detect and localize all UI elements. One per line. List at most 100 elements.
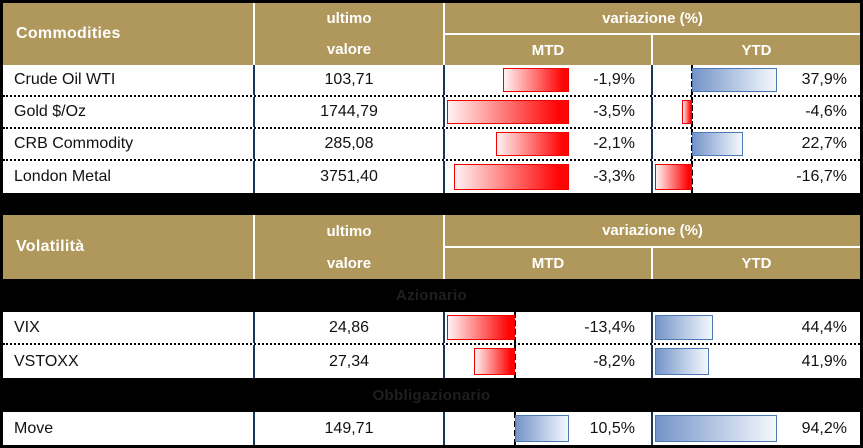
- header-divider: [253, 215, 255, 279]
- col-header-mtd: MTD: [531, 255, 565, 272]
- header-divider: [443, 3, 445, 65]
- table-row: London Metal 3751,40 -3,3% -16,7%: [3, 161, 860, 193]
- table-row: CRB Commodity 285,08 -2,1% 22,7%: [3, 129, 860, 161]
- last-value: 27,34: [328, 352, 370, 370]
- column-divider: [443, 412, 445, 445]
- col-header-valore: valore: [326, 254, 372, 272]
- mtd-bar: [502, 68, 569, 92]
- last-value: 1744,79: [320, 103, 378, 120]
- commodities-header: Commodities ultimo valore variazione (%)…: [3, 3, 860, 65]
- row-name: Crude Oil WTI: [14, 71, 116, 88]
- zero-axis: [514, 345, 517, 378]
- section-band-azionario: Azionario: [3, 279, 860, 312]
- last-value: 103,71: [324, 71, 374, 88]
- column-divider: [443, 312, 445, 343]
- col-header-variazione: variazione (%): [602, 9, 703, 27]
- mtd-cell: -1,9%: [445, 65, 651, 95]
- volatility-header: Volatilità ultimo valore variazione (%) …: [3, 215, 860, 279]
- zero-axis: [514, 312, 517, 343]
- ytd-cell: 37,9%: [653, 65, 860, 95]
- ytd-value: 37,9%: [801, 71, 847, 88]
- col-header-ytd: YTD: [741, 41, 772, 59]
- table-row: Gold $/Oz 1744,79 -3,5% -4,6%: [3, 97, 860, 129]
- ytd-value: 44,4%: [801, 318, 847, 336]
- ytd-value: 22,7%: [801, 135, 847, 152]
- col-header-ultimo: ultimo: [326, 10, 372, 27]
- last-value: 3751,40: [320, 168, 378, 185]
- col-header-mtd: MTD: [531, 41, 565, 59]
- column-divider: [253, 412, 255, 445]
- ytd-cell: -4,6%: [653, 97, 860, 127]
- table-separator: [0, 196, 863, 212]
- mtd-bar: [447, 100, 569, 124]
- mtd-cell: -8,2%: [445, 345, 651, 378]
- ytd-cell: 94,2%: [653, 412, 860, 445]
- col-header-ultimo-valore: ultimo valore: [255, 3, 443, 65]
- zero-axis: [691, 97, 694, 127]
- row-name: VSTOXX: [14, 352, 79, 370]
- column-divider: [253, 345, 255, 378]
- header-divider: [445, 33, 860, 35]
- column-divider: [651, 97, 653, 127]
- column-divider: [253, 65, 255, 95]
- header-divider: [651, 35, 653, 65]
- row-name: London Metal: [14, 168, 111, 185]
- mtd-value: -3,3%: [593, 168, 635, 185]
- column-divider: [443, 129, 445, 159]
- column-divider: [651, 345, 653, 378]
- col-header-valore: valore: [326, 41, 372, 58]
- mtd-value: -13,4%: [584, 318, 635, 336]
- mtd-value: -8,2%: [593, 352, 635, 370]
- mtd-cell: -3,5%: [445, 97, 651, 127]
- column-divider: [651, 129, 653, 159]
- volatility-body: Azionario VIX 24,86 -13,4% 44,4% VSTOXX 27,34 -…: [3, 279, 860, 445]
- column-divider: [651, 312, 653, 343]
- table-row: VIX 24,86 -13,4% 44,4%: [3, 312, 860, 345]
- header-divider: [445, 246, 860, 248]
- table-row: Crude Oil WTI 103,71 -1,9% 37,9%: [3, 65, 860, 97]
- last-value: 285,08: [324, 135, 374, 152]
- mtd-value: -2,1%: [593, 135, 635, 152]
- col-header-ytd: YTD: [741, 255, 772, 272]
- ytd-value: 41,9%: [801, 352, 847, 370]
- mtd-bar: [473, 348, 516, 375]
- ytd-bar: [692, 68, 777, 92]
- ytd-bar: [655, 415, 777, 442]
- col-header-variazione: variazione (%): [602, 222, 703, 239]
- table-title: Volatilità: [16, 238, 85, 255]
- ytd-cell: 44,4%: [653, 312, 860, 343]
- last-value: 24,86: [328, 318, 370, 336]
- row-name: CRB Commodity: [14, 135, 134, 152]
- mtd-bar: [447, 315, 516, 340]
- mtd-cell: -3,3%: [445, 161, 651, 193]
- column-divider: [651, 412, 653, 445]
- column-divider: [651, 65, 653, 95]
- mtd-bar: [515, 415, 569, 442]
- table-row: VSTOXX 27,34 -8,2% 41,9%: [3, 345, 860, 378]
- mtd-bar: [454, 164, 569, 190]
- column-divider: [253, 97, 255, 127]
- header-divider: [651, 248, 653, 279]
- column-divider: [443, 65, 445, 95]
- ytd-bar: [692, 132, 743, 156]
- row-name: Gold $/Oz: [14, 103, 87, 120]
- mtd-value: -1,9%: [593, 71, 635, 88]
- ytd-value: 94,2%: [801, 419, 847, 437]
- ytd-cell: 22,7%: [653, 129, 860, 159]
- mtd-bar: [495, 132, 569, 156]
- table-row: Move 149,71 10,5% 94,2%: [3, 412, 860, 445]
- last-value: 149,71: [324, 419, 374, 437]
- col-header-ultimo: ultimo: [326, 222, 372, 240]
- zero-axis: [691, 161, 694, 193]
- section-band-obbligazionario: Obbligazionario: [3, 378, 860, 412]
- ytd-bar: [655, 164, 693, 190]
- ytd-bar: [655, 348, 710, 375]
- ytd-bar: [655, 315, 713, 340]
- column-divider: [443, 97, 445, 127]
- commodities-table: Commodities ultimo valore variazione (%)…: [0, 0, 863, 196]
- ytd-value: -16,7%: [796, 168, 847, 185]
- column-divider: [253, 161, 255, 193]
- row-name: VIX: [14, 318, 40, 336]
- row-name: Move: [14, 419, 54, 437]
